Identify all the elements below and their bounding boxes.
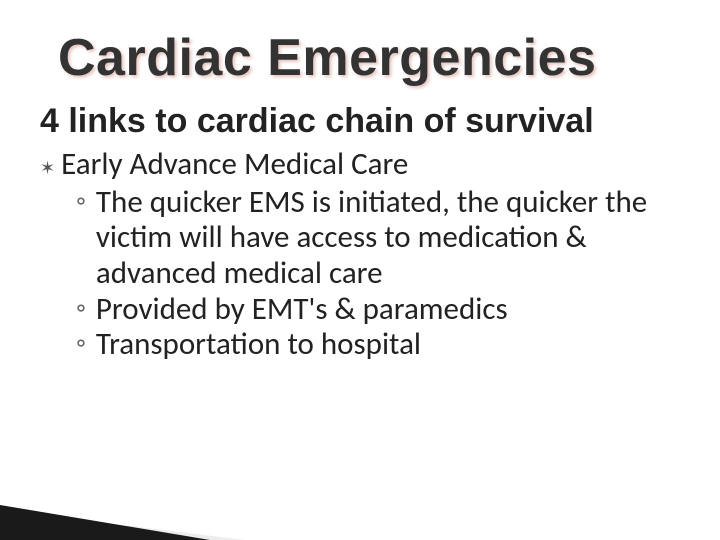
- circle-bullet-icon: ◦: [76, 292, 86, 324]
- slide: Cardiac Emergencies 4 links to cardiac c…: [0, 0, 720, 540]
- slide-subtitle: 4 links to cardiac chain of survival: [40, 102, 680, 141]
- accent-triangle-light: [0, 510, 245, 540]
- accent-triangle-dark: [0, 505, 210, 540]
- list-item: ◦ Provided by EMT's & paramedics: [76, 292, 680, 328]
- asterisk-icon: ✶: [40, 157, 55, 179]
- sub-bullet-text: Transportation to hospital: [96, 327, 421, 363]
- main-bullet: ✶ Early Advance Medical Care: [40, 147, 680, 183]
- list-item: ◦ Transportation to hospital: [76, 327, 680, 363]
- sub-bullet-text: Provided by EMT's & paramedics: [96, 292, 508, 328]
- sub-bullet-text: The quicker EMS is initiated, the quicke…: [96, 185, 680, 292]
- circle-bullet-icon: ◦: [76, 327, 86, 359]
- slide-title: Cardiac Emergencies: [58, 28, 680, 88]
- main-bullet-text: Early Advance Medical Care: [61, 147, 408, 183]
- circle-bullet-icon: ◦: [76, 185, 86, 217]
- corner-accent-icon: [0, 450, 260, 540]
- sub-bullet-list: ◦ The quicker EMS is initiated, the quic…: [76, 185, 680, 363]
- list-item: ◦ The quicker EMS is initiated, the quic…: [76, 185, 680, 292]
